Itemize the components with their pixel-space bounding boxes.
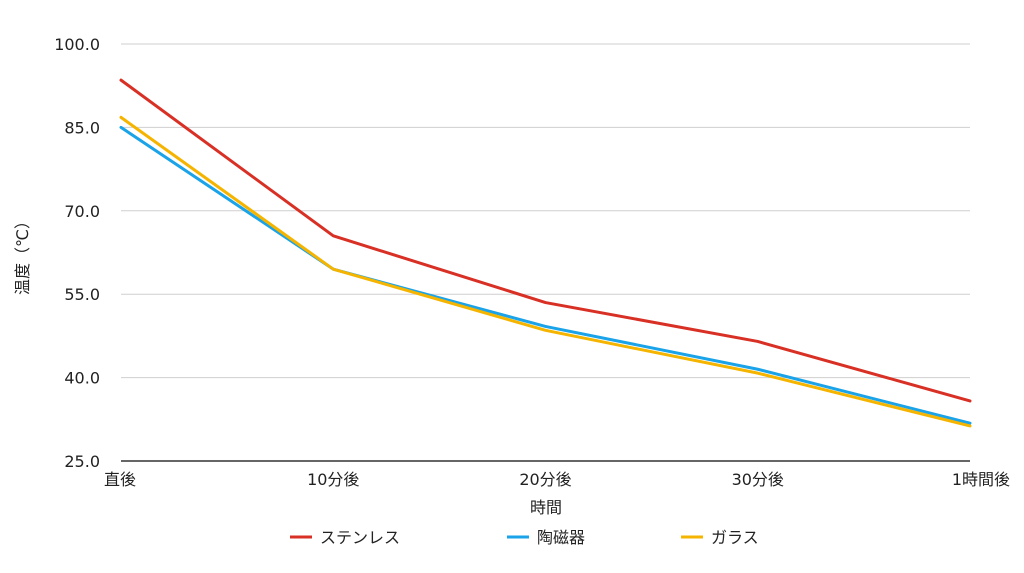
y-tick-label: 25.0 bbox=[64, 452, 100, 471]
legend: ステンレス 陶磁器 ガラス bbox=[290, 528, 759, 547]
series-lines bbox=[119, 78, 972, 428]
y-tick-label: 55.0 bbox=[64, 285, 100, 304]
legend-label: ガラス bbox=[711, 528, 759, 547]
y-axis-ticks: 25.0 40.0 55.0 70.0 85.0 100.0 bbox=[54, 35, 100, 471]
y-tick-label: 40.0 bbox=[64, 369, 100, 388]
x-axis-ticks: 直後 10分後 20分後 30分後 1時間後 bbox=[104, 470, 1010, 489]
y-tick-label: 70.0 bbox=[64, 202, 100, 221]
x-axis-title: 時間 bbox=[530, 498, 562, 517]
legend-label: 陶磁器 bbox=[537, 528, 585, 547]
y-tick-label: 100.0 bbox=[54, 35, 100, 54]
x-tick-label: 1時間後 bbox=[952, 470, 1010, 489]
series-line-1 bbox=[119, 125, 972, 425]
grid-lines bbox=[121, 43, 970, 462]
y-tick-label: 85.0 bbox=[64, 118, 100, 137]
x-tick-label: 直後 bbox=[104, 470, 136, 489]
x-tick-label: 20分後 bbox=[519, 470, 571, 489]
x-tick-label: 30分後 bbox=[732, 470, 784, 489]
legend-label: ステンレス bbox=[320, 528, 400, 547]
series-line-0 bbox=[119, 78, 972, 403]
series-line-2 bbox=[119, 115, 972, 428]
x-tick-label: 10分後 bbox=[307, 470, 359, 489]
y-axis-title: 温度（℃） bbox=[13, 213, 32, 295]
